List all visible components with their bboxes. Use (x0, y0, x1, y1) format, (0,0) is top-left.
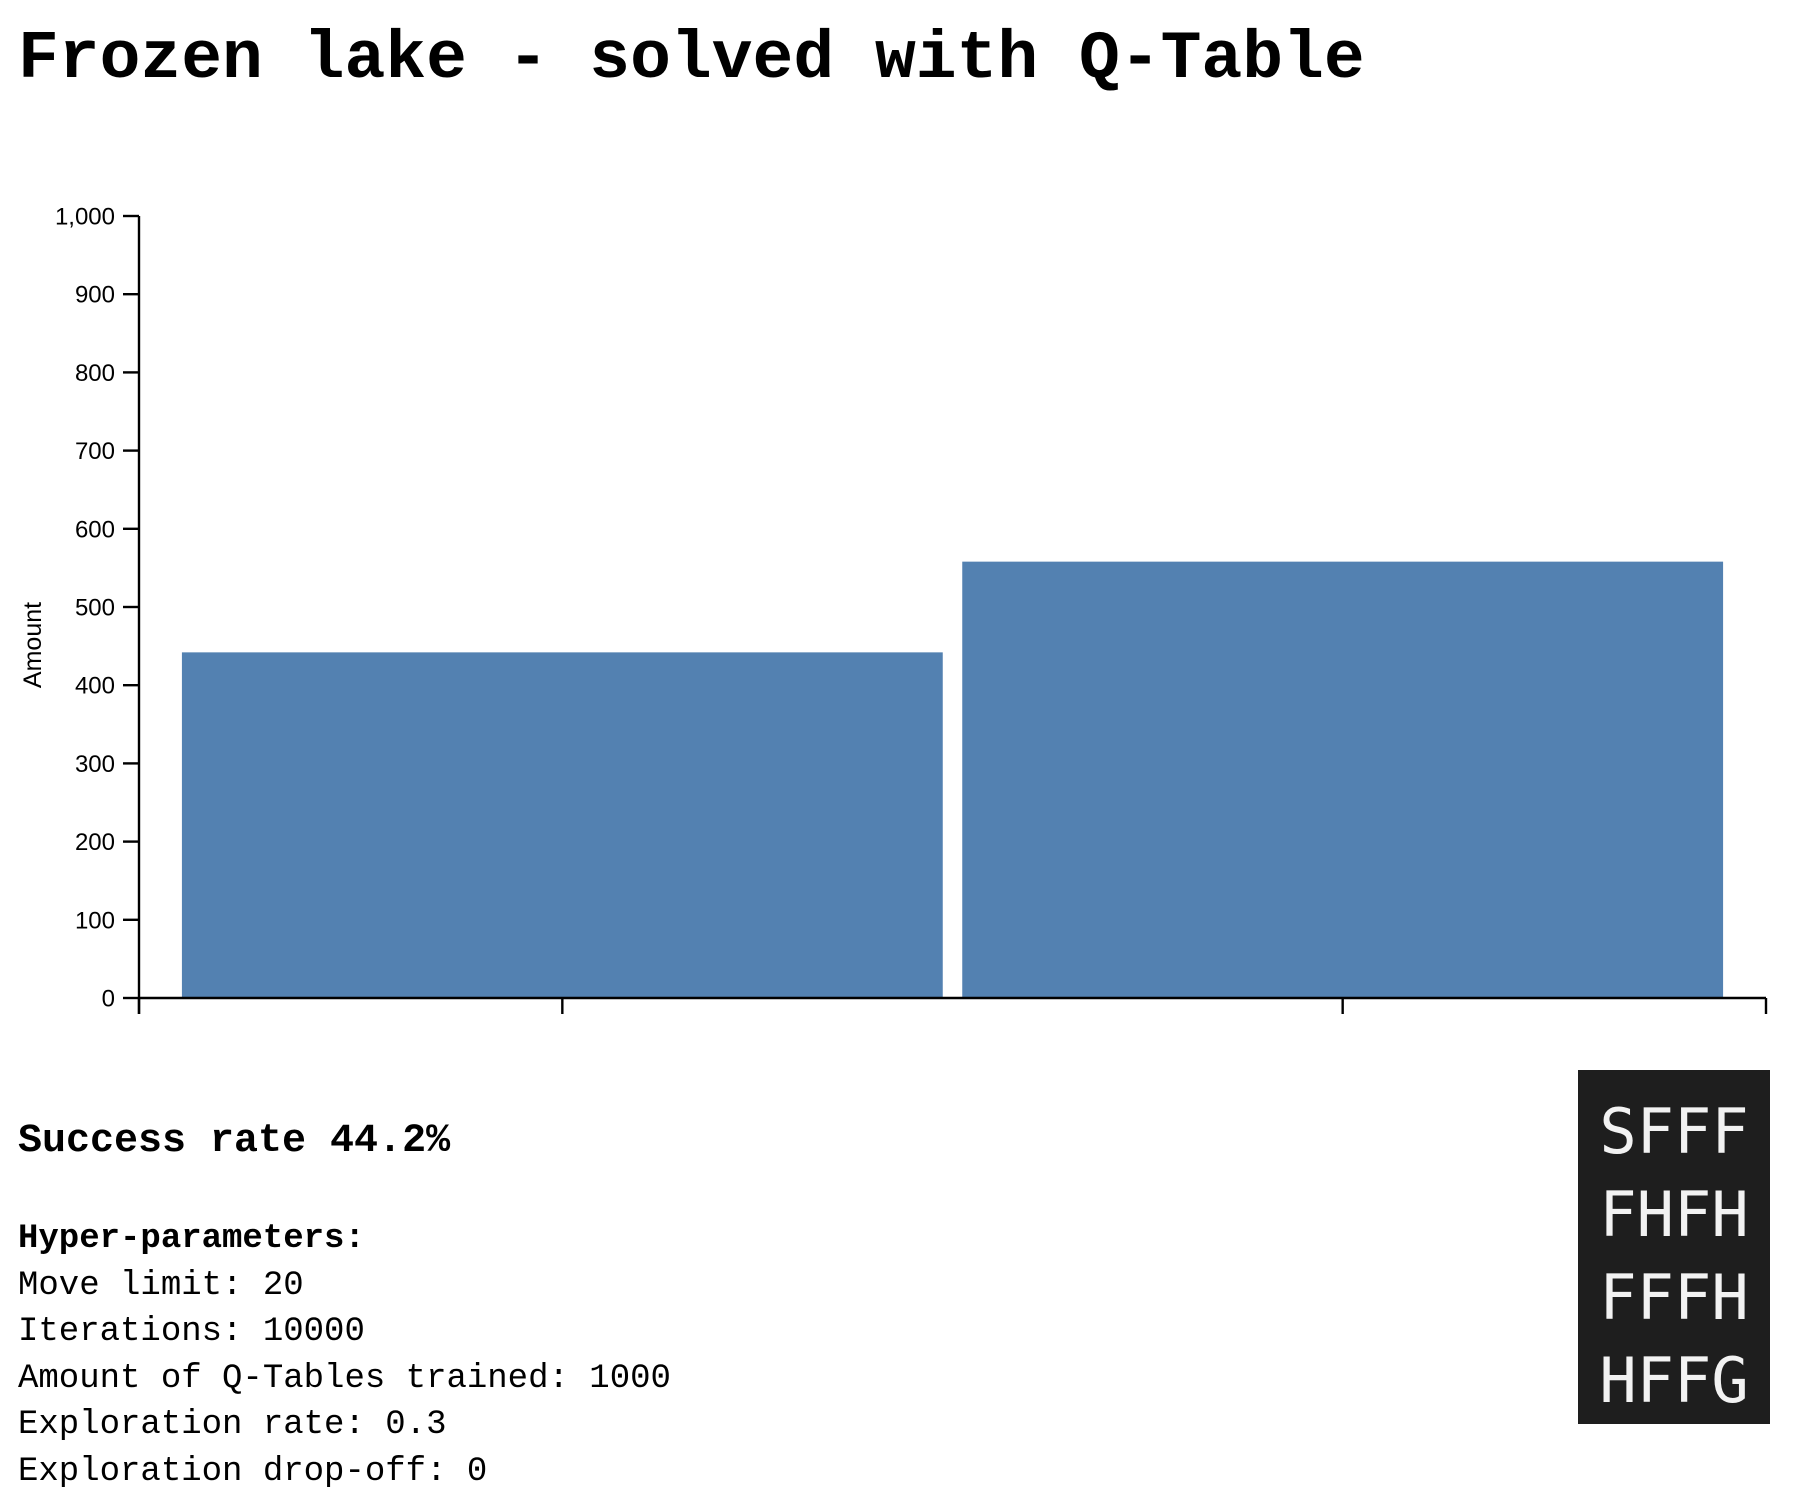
y-tick-label: 0 (102, 986, 115, 1013)
y-tick-label: 500 (75, 595, 115, 622)
lake-map-row: FHFH (1599, 1178, 1749, 1251)
y-tick-label: 200 (75, 829, 115, 856)
param-move-limit: Move limit: 20 (18, 1266, 304, 1305)
lake-map: SFFF FHFH FFFH HFFG (1578, 1070, 1770, 1424)
param-qtables-trained: Amount of Q-Tables trained: 1000 (18, 1359, 671, 1398)
lake-map-row: FFFH (1599, 1261, 1749, 1334)
y-axis-title: Amount (19, 602, 47, 688)
y-tick-label: 100 (75, 907, 115, 934)
param-iterations: Iterations: 10000 (18, 1313, 365, 1351)
y-tick-label: 400 (75, 673, 115, 700)
y-tick-label: 300 (75, 751, 115, 778)
hyperparameters-heading: Hyper-parameters: (18, 1220, 365, 1258)
y-tick-label: 1,000 (55, 204, 115, 231)
lake-map-row: SFFF (1599, 1095, 1749, 1168)
bar-chart: 0 100 200 300 400 500 600 700 800 900 1,000 Amount (19, 204, 1768, 1014)
y-axis: 0 100 200 300 400 500 600 700 800 900 1,000 (55, 204, 141, 1014)
hyperparameters-panel: Hyper-parameters: Move limit: 20 Iterati… (18, 1216, 671, 1495)
lake-map-row: HFFG (1599, 1344, 1749, 1417)
bar (962, 561, 1724, 998)
bar (181, 652, 943, 998)
param-exploration-rate: Exploration rate: 0.3 (18, 1406, 447, 1444)
y-tick-label: 700 (75, 438, 115, 465)
chart-bars (181, 561, 1724, 998)
param-exploration-dropoff: Exploration drop-off: 0 (18, 1452, 488, 1491)
y-tick-label: 600 (75, 516, 115, 543)
page-title: Frozen lake - solved with Q-Table (18, 21, 1365, 98)
success-rate: Success rate 44.2% (18, 1119, 451, 1164)
x-axis (137, 996, 1768, 1014)
y-tick-label: 900 (75, 282, 115, 309)
y-tick-label: 800 (75, 360, 115, 387)
